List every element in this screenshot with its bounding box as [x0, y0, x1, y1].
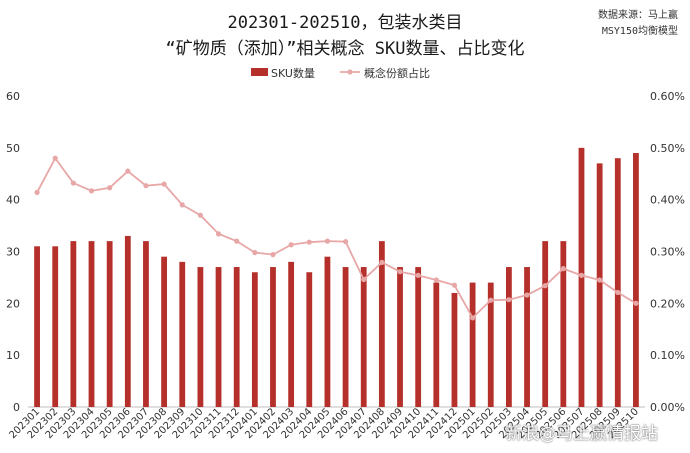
- line-point: [633, 300, 639, 306]
- line-point: [488, 297, 494, 303]
- bar: [433, 282, 440, 407]
- legend-line-label: 概念份额占比: [364, 66, 430, 80]
- line-point: [70, 180, 76, 186]
- line-point: [306, 239, 312, 245]
- y-right-tick-label: 0.60%: [650, 90, 685, 103]
- line-point: [542, 283, 548, 289]
- line-point: [379, 259, 385, 265]
- chart-legend: SKU数量 概念份额占比: [251, 66, 430, 80]
- bar: [342, 267, 349, 407]
- line-point: [88, 188, 95, 194]
- y-left-tick-label: 10: [6, 349, 20, 362]
- bar: [614, 158, 621, 407]
- source-label: 数据来源：马上赢: [598, 10, 678, 21]
- chart-title-line2: “矿物质（添加）”相关概念 SKU数量、占比变化: [165, 39, 525, 59]
- bar: [143, 241, 149, 407]
- line-point: [560, 266, 566, 272]
- y-left-tick-label: 60: [6, 90, 20, 103]
- legend-bar-swatch: [251, 68, 268, 76]
- line-point: [470, 315, 476, 321]
- bar: [161, 256, 168, 407]
- y-right-tick-label: 0.30%: [650, 246, 685, 259]
- bar: [451, 292, 458, 407]
- line-point: [506, 297, 512, 303]
- bar: [88, 241, 95, 407]
- line-point: [324, 238, 331, 244]
- line-point: [252, 249, 258, 256]
- y-left-tick-label: 0: [13, 401, 20, 414]
- y-left-tick-label: 30: [6, 246, 20, 259]
- bar: [270, 267, 276, 407]
- line-point: [288, 242, 294, 248]
- bar: [505, 267, 512, 407]
- bar: [52, 246, 59, 407]
- line-point: [215, 231, 222, 237]
- bar: [596, 163, 603, 407]
- legend-bar-label: SKU数量: [271, 67, 315, 80]
- line-point: [34, 189, 40, 196]
- line-point: [397, 269, 403, 275]
- line-point: [107, 185, 113, 191]
- y-left-tick-label: 40: [6, 194, 20, 207]
- watermark-text: 新浪@马上赢情报站: [505, 424, 658, 444]
- bar: [324, 256, 331, 407]
- line-point: [197, 212, 203, 218]
- y-left-tick-label: 20: [6, 297, 20, 310]
- bar: [106, 241, 113, 407]
- y-right-tick-label: 0.40%: [650, 194, 685, 207]
- bar: [288, 261, 295, 407]
- line-series: [34, 155, 639, 321]
- bar: [360, 267, 367, 407]
- line-point: [161, 181, 167, 187]
- bar: [233, 267, 240, 407]
- bar: [397, 267, 403, 407]
- y-left-tick-label: 50: [6, 142, 20, 155]
- bar: [542, 241, 549, 407]
- line-point: [433, 277, 439, 283]
- line-point: [270, 252, 276, 258]
- bar: [487, 282, 494, 407]
- bar: [251, 272, 258, 407]
- bar: [306, 272, 313, 407]
- line-point: [52, 155, 58, 161]
- bar: [560, 241, 567, 407]
- y-right-tick-label: 0.10%: [650, 349, 685, 362]
- bar: [633, 153, 639, 407]
- legend-line-marker: [347, 69, 353, 75]
- bar: [197, 267, 204, 407]
- line-point: [578, 272, 585, 278]
- y-right-tick-label: 0.50%: [650, 142, 685, 155]
- bar: [469, 282, 476, 407]
- bar: [70, 241, 77, 407]
- line-point: [524, 292, 530, 298]
- line-point: [415, 272, 421, 278]
- bar: [415, 267, 422, 407]
- bar: [34, 246, 40, 407]
- bar: [524, 267, 530, 407]
- line-point: [361, 276, 367, 283]
- share-line: [36, 156, 637, 320]
- model-label: MSY150均衡模型: [601, 26, 678, 37]
- chart-axes: 0 10 20 30 40 50 60 0.00% 0.10% 0.20% 0.30% 0.40% 0.…: [6, 90, 685, 414]
- line-point: [451, 282, 458, 288]
- line-point: [597, 277, 603, 283]
- line-point: [615, 289, 621, 296]
- chart-title-line1: 202301-202510，包装水类目: [227, 13, 463, 33]
- bar: [378, 241, 385, 407]
- line-point: [342, 239, 349, 245]
- bar: [179, 261, 186, 407]
- line-point: [234, 238, 240, 244]
- bar: [124, 235, 131, 407]
- bar: [215, 267, 222, 407]
- line-point: [179, 202, 185, 208]
- line-point: [125, 168, 131, 174]
- bar-series: [34, 147, 639, 408]
- y-right-tick-label: 0.00%: [650, 401, 685, 414]
- y-right-tick-label: 0.20%: [650, 297, 685, 310]
- line-point: [143, 183, 149, 189]
